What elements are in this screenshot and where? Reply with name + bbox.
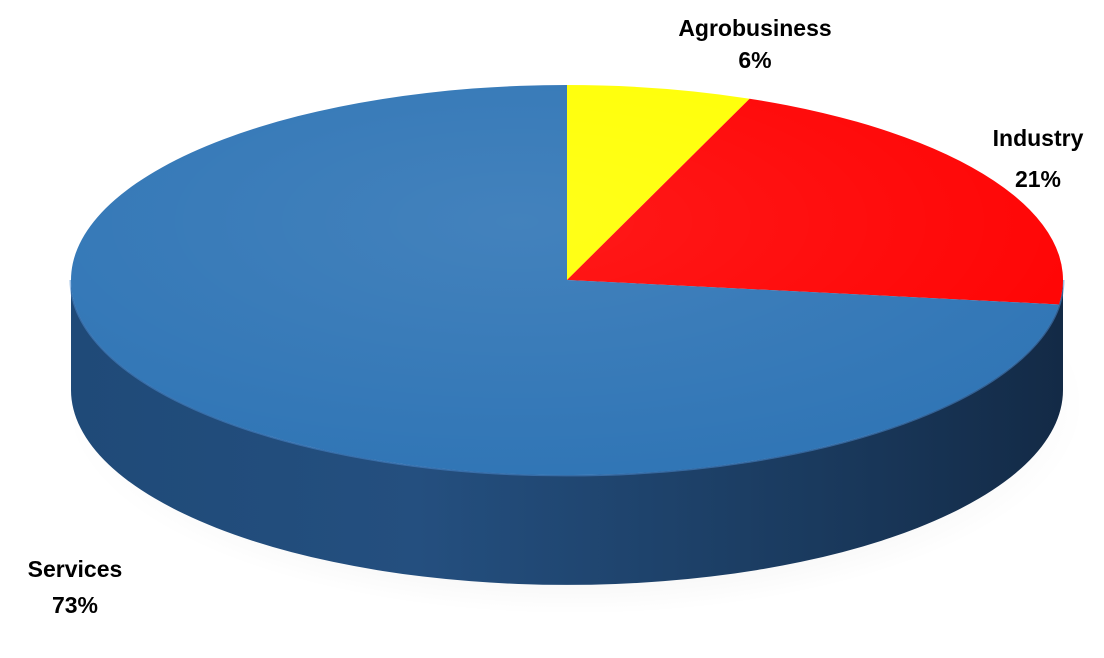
slice-value-industry: 21%: [1015, 166, 1061, 192]
slice-value-agrobusiness: 6%: [738, 47, 771, 73]
slice-value-services: 73%: [52, 592, 98, 618]
pie-top-sheen: [71, 85, 1063, 475]
pie-side-wall: [71, 280, 1063, 585]
slice-label-industry: Industry: [993, 125, 1084, 151]
slice-label-agrobusiness: Agrobusiness: [678, 15, 831, 41]
slice-label-services: Services: [28, 556, 123, 582]
